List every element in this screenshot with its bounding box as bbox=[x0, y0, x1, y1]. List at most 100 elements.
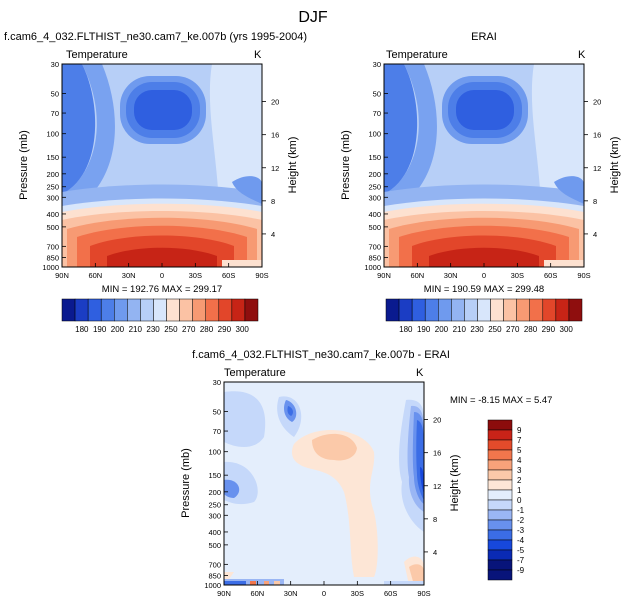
colorbar-swatch bbox=[487, 519, 513, 531]
colorbar-swatch bbox=[140, 298, 154, 322]
colorbar-label: 300 bbox=[560, 325, 574, 334]
colorbar-label: 210 bbox=[453, 325, 467, 334]
colorbar-swatch bbox=[490, 298, 504, 322]
y-axis-label: Pressure (mb) bbox=[340, 130, 352, 200]
colorbar-swatch bbox=[218, 298, 233, 322]
colorbar-label: 300 bbox=[236, 325, 250, 334]
colorbar-label: -3 bbox=[517, 526, 525, 535]
colorbar-label: 9 bbox=[517, 426, 522, 435]
colorbar-swatch bbox=[568, 298, 583, 322]
y-tick-label: 50 bbox=[373, 90, 381, 99]
x-tick-label: 30N bbox=[444, 271, 458, 280]
colorbar-swatch bbox=[487, 449, 513, 461]
colorbar-swatch bbox=[166, 298, 180, 322]
colorbar-label: -7 bbox=[517, 556, 525, 565]
y-tick-label: 50 bbox=[51, 90, 59, 99]
x-tick-label: 30S bbox=[511, 271, 524, 280]
y-tick-label: 500 bbox=[46, 223, 59, 232]
colorbar-swatch bbox=[487, 489, 513, 501]
colorbar-swatch bbox=[385, 298, 400, 322]
y-tick-label: 200 bbox=[46, 170, 59, 179]
height-tick-label: 8 bbox=[271, 197, 275, 206]
colorbar-label: 210 bbox=[129, 325, 143, 334]
y-tick-label: 100 bbox=[368, 130, 381, 139]
colorbar-label: 190 bbox=[417, 325, 431, 334]
x-tick-label: 30N bbox=[284, 589, 298, 598]
y-tick-label: 300 bbox=[46, 193, 59, 202]
x-tick-label: 90S bbox=[577, 271, 590, 280]
y-tick-label: 850 bbox=[208, 572, 221, 581]
colorbar-swatch bbox=[438, 298, 452, 322]
y-tick-label: 700 bbox=[208, 560, 221, 569]
colorbar-swatch bbox=[100, 298, 115, 322]
height-tick-label: 12 bbox=[433, 482, 441, 491]
x-tick-label: 30S bbox=[351, 589, 364, 598]
y-tick-label: 400 bbox=[368, 210, 381, 219]
colorbar-label: 190 bbox=[93, 325, 107, 334]
panel-erai: ERAI Temperature K 305070100150200250300… bbox=[340, 31, 621, 334]
y-tick-label: 250 bbox=[46, 183, 59, 192]
colorbar-label: 250 bbox=[164, 325, 178, 334]
y-tick-label: 700 bbox=[46, 242, 59, 251]
colorbar-label: 230 bbox=[470, 325, 484, 334]
height-tick-label: 12 bbox=[593, 164, 601, 173]
colorbar-swatch bbox=[542, 298, 557, 322]
colorbar-swatch bbox=[487, 569, 513, 581]
colorbar-swatch bbox=[487, 559, 513, 571]
x-tick-label: 60S bbox=[384, 589, 397, 598]
y-tick-label: 30 bbox=[213, 378, 221, 387]
x-tick-label: 0 bbox=[482, 271, 486, 280]
colorbar-swatch bbox=[127, 298, 141, 322]
colorbar-swatch bbox=[411, 298, 426, 322]
min-max-stats: MIN = 190.59 MAX = 299.48 bbox=[424, 284, 544, 295]
height-tick-label: 4 bbox=[593, 230, 597, 239]
panel-title: ERAI bbox=[471, 31, 497, 43]
colorbar-swatch bbox=[153, 298, 167, 322]
colorbar-swatch bbox=[516, 298, 530, 322]
x-tick-label: 60N bbox=[88, 271, 102, 280]
y-tick-label: 1000 bbox=[364, 263, 381, 272]
colorbar-swatch bbox=[192, 298, 206, 322]
y-tick-label: 500 bbox=[368, 223, 381, 232]
colorbar-swatch bbox=[464, 298, 478, 322]
colorbar-swatch bbox=[487, 539, 513, 551]
y-axis-label: Pressure (mb) bbox=[180, 448, 192, 518]
height-axis-label: Height (km) bbox=[449, 455, 461, 512]
colorbar-swatch bbox=[179, 298, 193, 322]
colorbar-swatch bbox=[487, 529, 513, 541]
panel-title: f.cam6_4_032.FLTHIST_ne30.cam7_ke.007b (… bbox=[4, 31, 307, 43]
y-tick-label: 850 bbox=[368, 254, 381, 263]
colorbar-label: 180 bbox=[75, 325, 89, 334]
x-tick-label: 0 bbox=[322, 589, 326, 598]
x-tick-label: 0 bbox=[160, 271, 164, 280]
variable-label: Temperature bbox=[224, 367, 286, 379]
colorbar-swatch bbox=[555, 298, 570, 322]
y-tick-label: 250 bbox=[368, 183, 381, 192]
height-tick-label: 20 bbox=[593, 98, 601, 107]
height-axis-label: Height (km) bbox=[609, 137, 621, 194]
y-tick-label: 500 bbox=[208, 541, 221, 550]
units-label: K bbox=[578, 49, 586, 61]
height-tick-label: 4 bbox=[433, 548, 437, 557]
colorbar-swatch bbox=[114, 298, 128, 322]
colorbar-label: 290 bbox=[218, 325, 232, 334]
colorbar-label: -9 bbox=[517, 566, 525, 575]
colorbar-swatch bbox=[244, 298, 259, 322]
colorbar-label: 200 bbox=[111, 325, 125, 334]
y-tick-label: 50 bbox=[213, 408, 221, 417]
colorbar-swatch bbox=[87, 298, 102, 322]
colorbar-swatch bbox=[205, 298, 220, 322]
colorbar-swatch bbox=[74, 298, 89, 322]
y-tick-label: 150 bbox=[368, 153, 381, 162]
y-tick-label: 150 bbox=[46, 153, 59, 162]
colorbar-label: 7 bbox=[517, 436, 522, 445]
x-tick-label: 60S bbox=[544, 271, 557, 280]
colorbar-swatch bbox=[231, 298, 246, 322]
colorbar-label: 250 bbox=[488, 325, 502, 334]
panel-model: f.cam6_4_032.FLTHIST_ne30.cam7_ke.007b (… bbox=[4, 31, 307, 334]
units-label: K bbox=[254, 49, 262, 61]
colorbar-label: 200 bbox=[435, 325, 449, 334]
y-tick-label: 300 bbox=[208, 511, 221, 520]
y-tick-label: 150 bbox=[208, 471, 221, 480]
